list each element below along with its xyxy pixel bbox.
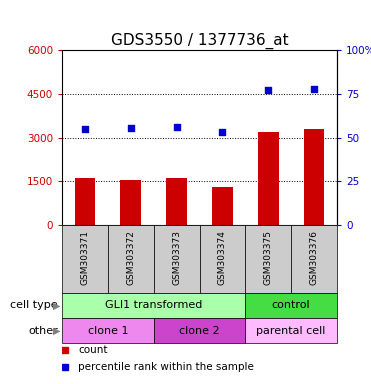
FancyBboxPatch shape bbox=[154, 318, 245, 343]
Text: GSM303372: GSM303372 bbox=[126, 230, 135, 285]
Text: ▶: ▶ bbox=[53, 301, 60, 311]
Point bbox=[265, 87, 271, 93]
Bar bbox=[121, 180, 141, 225]
FancyBboxPatch shape bbox=[291, 225, 337, 293]
Text: other: other bbox=[28, 326, 58, 336]
Text: clone 1: clone 1 bbox=[88, 326, 128, 336]
FancyBboxPatch shape bbox=[245, 293, 337, 318]
FancyBboxPatch shape bbox=[154, 225, 200, 293]
FancyBboxPatch shape bbox=[62, 318, 154, 343]
Point bbox=[128, 125, 134, 131]
Bar bbox=[166, 178, 187, 225]
Text: ▶: ▶ bbox=[53, 326, 60, 336]
Text: GSM303373: GSM303373 bbox=[172, 230, 181, 285]
Text: GLI1 transformed: GLI1 transformed bbox=[105, 301, 202, 311]
Title: GDS3550 / 1377736_at: GDS3550 / 1377736_at bbox=[111, 32, 288, 49]
Point bbox=[174, 124, 180, 130]
Text: clone 2: clone 2 bbox=[179, 326, 220, 336]
Text: GSM303371: GSM303371 bbox=[81, 230, 89, 285]
Text: percentile rank within the sample: percentile rank within the sample bbox=[79, 362, 255, 372]
Text: GSM303376: GSM303376 bbox=[309, 230, 319, 285]
Bar bbox=[212, 187, 233, 225]
FancyBboxPatch shape bbox=[62, 225, 108, 293]
Text: GSM303375: GSM303375 bbox=[264, 230, 273, 285]
Bar bbox=[75, 178, 95, 225]
Bar bbox=[304, 129, 324, 225]
FancyBboxPatch shape bbox=[108, 225, 154, 293]
Text: GSM303374: GSM303374 bbox=[218, 230, 227, 285]
FancyBboxPatch shape bbox=[245, 318, 337, 343]
Point bbox=[82, 126, 88, 132]
Text: parental cell: parental cell bbox=[256, 326, 326, 336]
Text: count: count bbox=[79, 345, 108, 355]
FancyBboxPatch shape bbox=[200, 225, 245, 293]
Text: cell type: cell type bbox=[10, 301, 58, 311]
Point bbox=[311, 85, 317, 91]
FancyBboxPatch shape bbox=[245, 225, 291, 293]
Text: control: control bbox=[272, 301, 311, 311]
Bar bbox=[258, 132, 279, 225]
Point bbox=[220, 129, 226, 135]
FancyBboxPatch shape bbox=[62, 293, 245, 318]
